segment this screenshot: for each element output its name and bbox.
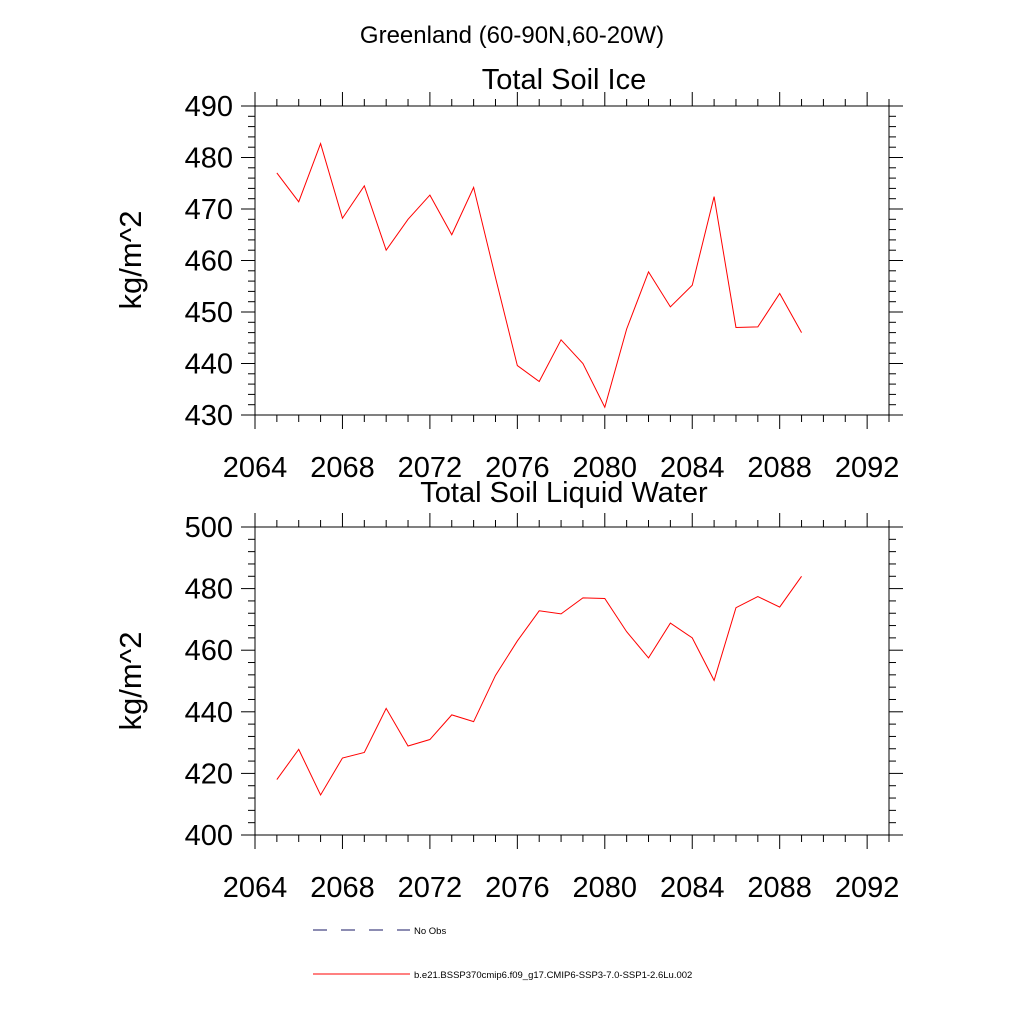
x-tick-label: 2088 (747, 452, 812, 484)
figure-title: Greenland (60-90N,60-20W) (360, 22, 664, 49)
plot-frame (254, 526, 890, 836)
x-tick-label: 2092 (835, 872, 900, 904)
y-tick-label: 480 (185, 143, 233, 175)
y-tick-label: 480 (185, 574, 233, 606)
legend: No Obs b.e21.BSSP370cmip6.f09_g17.CMIP6-… (313, 926, 692, 981)
x-tick-label: 2080 (573, 452, 638, 484)
x-tick-label: 2084 (660, 452, 725, 484)
legend-label-no-obs: No Obs (414, 926, 446, 937)
plot-frame (254, 105, 890, 416)
y-axis-label: kg/m^2 (113, 632, 148, 731)
y-tick-label: 400 (185, 820, 233, 852)
y-tick-label: 470 (185, 194, 233, 226)
x-tick-label: 2092 (835, 452, 900, 484)
y-tick-label: 460 (185, 635, 233, 667)
x-tick-label: 2072 (398, 872, 463, 904)
x-tick-label: 2088 (747, 872, 812, 904)
x-tick-label: 2080 (573, 872, 638, 904)
x-tick-label: 2084 (660, 872, 725, 904)
y-tick-label: 500 (185, 512, 233, 544)
y-tick-label: 430 (185, 400, 233, 432)
chart-panel-total-soil-ice: Total Soil Ice kg/m^2 2064 2068 2072 2076 20… (113, 64, 903, 484)
chart-panel-total-soil-liquid-water: Total Soil Liquid Water kg/m^2 2064 2068 2… (113, 477, 903, 904)
y-axis-label: kg/m^2 (113, 211, 148, 310)
y-tick-label: 440 (185, 697, 233, 729)
x-tick-label: 2076 (485, 872, 550, 904)
x-tick-label: 2072 (398, 452, 463, 484)
chart-title: Total Soil Ice (482, 64, 646, 96)
chart-title: Total Soil Liquid Water (420, 477, 708, 509)
y-tick-label: 450 (185, 297, 233, 329)
x-tick-label: 2068 (310, 872, 375, 904)
legend-label-model: b.e21.BSSP370cmip6.f09_g17.CMIP6-SSP3-7.… (414, 970, 692, 981)
x-tick-label: 2076 (485, 452, 550, 484)
series-line (276, 142, 802, 409)
y-tick-label: 420 (185, 758, 233, 790)
x-tick-label: 2064 (223, 872, 288, 904)
y-tick-label: 490 (185, 91, 233, 123)
x-tick-label: 2068 (310, 452, 375, 484)
x-tick-label: 2064 (223, 452, 288, 484)
y-tick-label: 460 (185, 246, 233, 278)
y-tick-label: 440 (185, 349, 233, 381)
series-line (276, 575, 802, 797)
